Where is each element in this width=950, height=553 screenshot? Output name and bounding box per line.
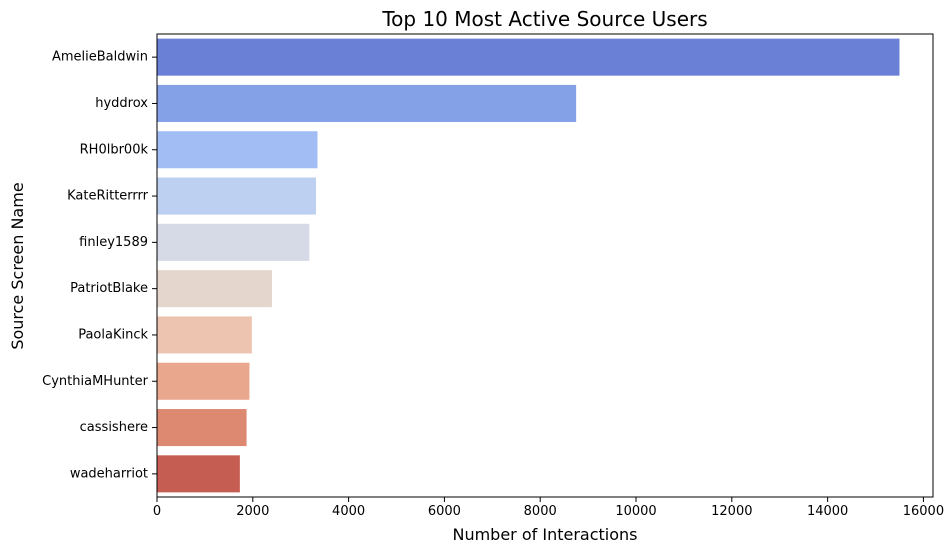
chart-title: Top 10 Most Active Source Users — [381, 7, 707, 31]
x-tick-label: 6000 — [428, 504, 461, 519]
plot-frame — [156, 33, 934, 498]
bar-8 — [157, 409, 247, 447]
x-tick-label: 2000 — [236, 504, 269, 519]
y-axis-label: Source Screen Name — [8, 182, 27, 349]
y-tick-label: hyddrox — [95, 96, 148, 111]
bar-3 — [157, 177, 317, 215]
bar-5 — [157, 270, 272, 308]
bar-4 — [157, 223, 310, 261]
y-tick-label: AmelieBaldwin — [52, 50, 148, 65]
bar-2 — [157, 131, 318, 169]
y-tick-label: KateRitterrrr — [67, 189, 149, 204]
y-tick-label: PaolaKinck — [78, 327, 148, 342]
x-tick-label: 14000 — [807, 504, 848, 519]
bar-9 — [157, 455, 240, 493]
bar-1 — [157, 84, 577, 122]
y-tick-label: CynthiaMHunter — [42, 374, 148, 389]
y-tick-label: wadeharriot — [70, 466, 148, 481]
y-tick-label: cassishere — [80, 420, 148, 435]
y-tick-label: RH0lbr00k — [80, 142, 149, 157]
x-axis-ticks: 0 2000 4000 6000 8000 10000 12000 14000 16000 — [153, 497, 944, 519]
y-axis-ticks: AmelieBaldwin hyddrox RH0lbr00k KateRitterr… — [42, 50, 157, 481]
x-tick-label: 0 — [153, 504, 161, 519]
bars-group — [157, 38, 900, 493]
x-tick-label: 12000 — [711, 504, 752, 519]
x-tick-label: 4000 — [332, 504, 365, 519]
x-axis-label: Number of Interactions — [452, 525, 637, 544]
bar-0 — [157, 38, 900, 76]
x-tick-label: 8000 — [524, 504, 557, 519]
x-tick-label: 10000 — [615, 504, 656, 519]
y-tick-label: PatriotBlake — [70, 281, 148, 296]
bar-7 — [157, 362, 250, 400]
y-tick-label: finley1589 — [79, 235, 148, 250]
x-tick-label: 16000 — [903, 504, 944, 519]
bar-6 — [157, 316, 252, 354]
